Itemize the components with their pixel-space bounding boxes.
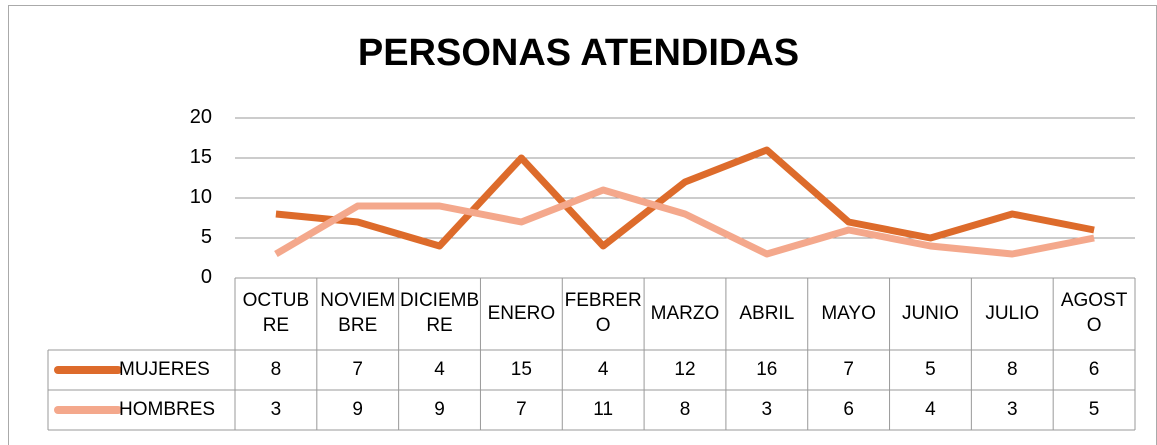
table-value: 8 bbox=[1006, 358, 1018, 380]
table-value: 7 bbox=[843, 358, 854, 380]
x-tick-label: OCTUBRE bbox=[242, 290, 310, 336]
x-tick-label: ENERO bbox=[487, 302, 556, 324]
table-value: 5 bbox=[925, 358, 936, 380]
y-tick-label: 10 bbox=[189, 186, 212, 208]
table-value: 8 bbox=[679, 398, 691, 420]
y-tick-label: 5 bbox=[200, 226, 212, 248]
legend-label: MUJERES bbox=[119, 358, 210, 380]
table-value: 4 bbox=[925, 398, 936, 420]
table-value: 15 bbox=[510, 358, 532, 380]
table-value: 6 bbox=[1088, 358, 1100, 380]
x-tick-label: NOVIEMBRE bbox=[320, 290, 396, 336]
table-value: 7 bbox=[352, 358, 363, 380]
y-tick-label: 15 bbox=[189, 146, 212, 168]
x-tick-label: FEBRERO bbox=[564, 290, 642, 336]
chart-title: PERSONAS ATENDIDAS bbox=[357, 32, 800, 74]
table-value: 4 bbox=[434, 358, 445, 380]
table-value: 8 bbox=[270, 358, 282, 380]
table-value: 4 bbox=[597, 358, 609, 380]
x-tick-label: JUNIO bbox=[901, 302, 959, 324]
table-value: 12 bbox=[674, 358, 696, 380]
table-value: 11 bbox=[593, 398, 614, 420]
table-value: 7 bbox=[516, 398, 527, 420]
table-value: 3 bbox=[1006, 398, 1018, 420]
legend-label: HOMBRES bbox=[119, 398, 216, 420]
x-tick-label: MAYO bbox=[821, 302, 876, 324]
table-value: 9 bbox=[352, 398, 363, 420]
table-value: 3 bbox=[761, 398, 773, 420]
table-value: 6 bbox=[843, 398, 854, 420]
x-tick-label: MARZO bbox=[650, 302, 720, 324]
data-line bbox=[274, 186, 1095, 258]
x-tick-label: JULIO bbox=[985, 302, 1040, 324]
x-tick-label: AGOSTO bbox=[1060, 290, 1128, 336]
table-value: 9 bbox=[434, 398, 445, 420]
table-value: 16 bbox=[756, 358, 778, 380]
y-tick-label: 0 bbox=[200, 266, 212, 288]
data-line bbox=[275, 146, 1095, 250]
y-tick-label: 20 bbox=[189, 106, 212, 128]
table-value: 5 bbox=[1088, 398, 1100, 420]
x-tick-label: ABRIL bbox=[739, 302, 795, 324]
table-value: 3 bbox=[270, 398, 282, 420]
x-tick-label: DICIEMBRE bbox=[399, 290, 480, 336]
